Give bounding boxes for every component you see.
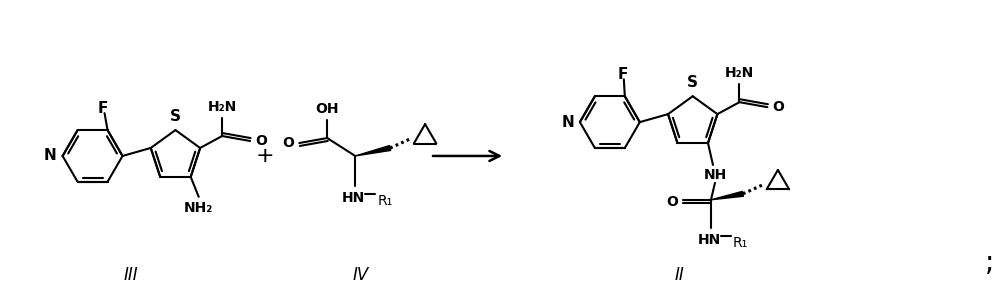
Text: S: S [687,75,698,90]
Text: O: O [666,195,678,209]
Text: R₁: R₁ [733,235,748,250]
Text: H₂N: H₂N [207,100,237,114]
Polygon shape [355,146,391,156]
Text: II: II [675,266,685,284]
Text: III: III [123,266,138,284]
Text: O: O [255,134,267,148]
Text: F: F [618,67,628,82]
Text: R₁: R₁ [377,194,392,208]
Text: N: N [44,148,57,163]
Text: +: + [256,146,275,166]
Text: S: S [170,109,181,124]
Text: N: N [561,115,574,130]
Text: F: F [97,101,108,116]
Text: HN: HN [697,233,721,247]
Text: ;: ; [985,249,994,278]
Text: NH: NH [703,168,727,182]
Text: H₂N: H₂N [725,66,754,80]
Polygon shape [711,191,743,200]
Text: O: O [772,100,784,114]
Text: O: O [282,136,294,150]
Text: HN: HN [342,191,365,205]
Text: OH: OH [315,102,339,116]
Text: NH₂: NH₂ [184,201,213,215]
Text: IV: IV [352,266,368,284]
